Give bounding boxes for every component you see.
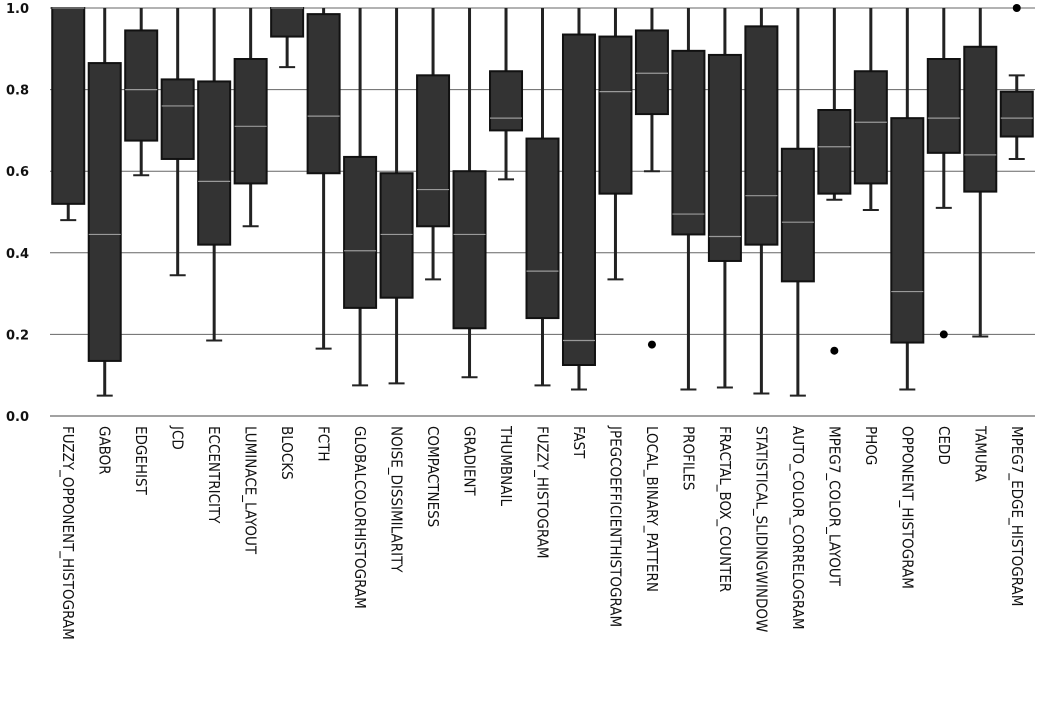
x-tick-label: GRADIENT: [461, 426, 479, 496]
box-statistical-slidingwindow: [744, 8, 779, 395]
box-iqr: [233, 58, 268, 185]
box-phog: [853, 8, 888, 211]
y-tick-label: 1.0: [6, 2, 29, 17]
outlier-point: [1012, 4, 1021, 12]
box-iqr: [780, 147, 815, 283]
box-iqr: [561, 33, 596, 367]
box-mpeg7-color-layout: [817, 8, 852, 355]
box-iqr: [343, 155, 378, 309]
box-tamura: [963, 8, 998, 338]
box-iqr: [926, 58, 961, 154]
box-iqr: [124, 29, 159, 142]
box-auto-color-correlogram: [780, 8, 815, 397]
box-eccentricity: [197, 8, 232, 342]
box-noise-dissimilarity: [379, 8, 414, 385]
x-tick-label: JCD: [169, 425, 187, 450]
box-iqr: [416, 74, 451, 228]
box-iqr: [197, 80, 232, 246]
x-tick-label: FUZZY_HISTOGRAM: [533, 426, 552, 559]
x-tick-label: ECCENTRICITY: [205, 426, 223, 524]
x-tick-label: LUMINACE_LAYOUT: [241, 426, 260, 555]
box-iqr: [51, 7, 86, 205]
box-jcd: [160, 8, 195, 277]
x-tick-label: FRACTAL_BOX_COUNTER: [715, 426, 734, 592]
y-tick-label: 0.6: [6, 165, 29, 180]
box-iqr: [489, 70, 524, 132]
x-tick-label: CEDD: [935, 426, 953, 465]
box-opponent-histogram: [890, 8, 925, 391]
y-tick-label: 0.4: [6, 247, 29, 262]
box-iqr: [379, 172, 414, 299]
box-iqr: [525, 137, 560, 320]
box-cedd: [926, 8, 961, 339]
box-iqr: [707, 53, 742, 262]
box-luminace-layout: [233, 8, 268, 228]
box-iqr: [999, 90, 1034, 138]
x-tick-label: TAMURA: [971, 425, 989, 483]
box-series: [51, 4, 1034, 397]
x-tick-label: NOISE_DISSIMILARITY: [387, 426, 406, 573]
box-fractal-box-counter: [707, 8, 742, 389]
box-iqr: [817, 109, 852, 195]
x-tick-label: COMPACTNESS: [424, 426, 442, 527]
box-iqr: [87, 62, 122, 362]
x-tick-label: STATISTICAL_SLIDINGWINDOW: [751, 426, 770, 632]
x-tick-label: PHOG: [862, 426, 880, 465]
box-blocks: [270, 7, 305, 69]
box-fcth: [306, 8, 341, 350]
y-tick-label: 0.8: [6, 84, 29, 99]
outlier-point: [647, 340, 656, 349]
x-tick-label: FCTH: [315, 426, 333, 462]
box-iqr: [160, 78, 195, 160]
outlier-point: [939, 330, 948, 339]
box-mpeg7-edge-histogram: [999, 4, 1034, 160]
box-iqr: [598, 35, 633, 195]
box-thumbnail: [489, 8, 524, 181]
x-tick-label: JPEGCOEFFICIENTHISTOGRAM: [606, 425, 624, 627]
box-jpegcoefficienthistogram: [598, 8, 633, 281]
x-tick-label: EDGEHIST: [132, 426, 150, 496]
y-tick-label: 0.0: [6, 410, 29, 425]
box-iqr: [744, 25, 779, 246]
box-iqr: [671, 49, 706, 236]
x-tick-label: FUZZY_OPPONENT_HISTOGRAM: [58, 426, 77, 640]
box-gradient: [452, 8, 487, 379]
box-fast: [561, 8, 596, 391]
box-iqr: [306, 13, 341, 175]
box-fuzzy-opponent-histogram: [51, 7, 86, 222]
x-axis: FUZZY_OPPONENT_HISTOGRAM GABOR EDGEHIST JCD…: [50, 415, 1035, 640]
box-edgehist: [124, 8, 159, 177]
box-profiles: [671, 8, 706, 391]
y-tick-label: 0.2: [6, 328, 29, 343]
outlier-point: [830, 346, 839, 355]
x-tick-label: FAST: [570, 426, 588, 459]
box-local-binary-pattern: [634, 8, 669, 349]
x-tick-label: LOCAL_BINARY_PATTERN: [642, 426, 661, 592]
x-tick-label: MPEG7_COLOR_LAYOUT: [824, 426, 843, 587]
y-axis: 0.0 0.2 0.4 0.6 0.8 1.0: [6, 2, 29, 425]
box-iqr: [963, 45, 998, 193]
x-tick-label: GABOR: [96, 426, 114, 475]
x-tick-label: OPPONENT_HISTOGRAM: [897, 426, 916, 589]
box-iqr: [890, 117, 925, 344]
box-globalcolorhistogram: [343, 8, 378, 387]
x-tick-label: AUTO_COLOR_CORRELOGRAM: [788, 426, 807, 630]
box-iqr: [452, 170, 487, 330]
box-iqr: [853, 70, 888, 185]
box-gabor: [87, 8, 122, 397]
box-iqr: [270, 7, 305, 38]
x-tick-label: BLOCKS: [278, 426, 296, 480]
x-tick-label: PROFILES: [679, 426, 697, 490]
box-fuzzy-histogram: [525, 8, 560, 387]
box-compactness: [416, 8, 451, 281]
x-tick-label: MPEG7_EDGE_HISTOGRAM: [1007, 426, 1026, 606]
box-iqr: [634, 29, 669, 116]
x-tick-label: GLOBALCOLORHISTOGRAM: [351, 426, 369, 609]
x-tick-label: THUMBNAIL: [497, 425, 515, 506]
